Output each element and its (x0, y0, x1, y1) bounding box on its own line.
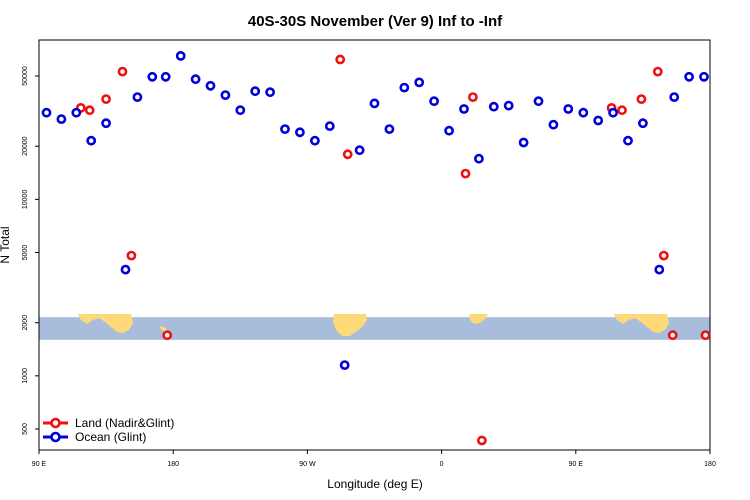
ocean-point-40 (638, 118, 648, 129)
land-australia (78, 314, 133, 333)
ocean-point-7 (147, 71, 158, 82)
ocean-band (39, 317, 710, 340)
ocean-point-30 (488, 101, 499, 112)
y-tick-label-3: 5000 (22, 245, 29, 261)
ocean-point-2 (71, 107, 82, 118)
land-africa (469, 314, 488, 324)
legend-item-land: Land (Nadir&Glint) (43, 416, 174, 430)
land-point-15 (658, 250, 669, 261)
land-south-america (333, 314, 367, 336)
ocean-point-41 (654, 264, 665, 275)
legend: Land (Nadir&Glint) Ocean (Glint) (43, 416, 174, 444)
ocean-point-8 (160, 71, 171, 82)
ocean-point-26 (429, 96, 439, 107)
legend-item-ocean: Ocean (Glint) (43, 430, 146, 444)
ocean-point-36 (578, 107, 589, 118)
data-points (41, 51, 710, 446)
y-tick-label-4: 10000 (22, 190, 29, 210)
ocean-point-5 (120, 264, 131, 275)
x-tick-label-3: 0 (440, 461, 444, 468)
ocean-point-21 (354, 145, 365, 156)
chart-title: 40S-30S November (Ver 9) Inf to -Inf (248, 13, 503, 30)
ocean-point-39 (623, 135, 633, 146)
y-axis-label: N Total (0, 226, 12, 263)
x-tick-label-0: 90 E (32, 461, 47, 468)
ocean-point-22 (369, 98, 380, 109)
ocean-point-16 (280, 124, 290, 135)
x-axis-label: Longitude (deg E) (327, 477, 422, 491)
x-axis: 90 E 180 90 W 0 90 E 180 (32, 450, 716, 468)
ocean-point-15 (265, 87, 275, 98)
ocean-point-9 (175, 51, 186, 61)
ocean-point-3 (86, 135, 97, 146)
legend-swatch-ocean-marker (50, 431, 61, 443)
land-point-4 (126, 250, 137, 261)
ocean-point-38 (608, 107, 618, 118)
ocean-point-44 (699, 71, 709, 82)
ocean-point-34 (548, 119, 559, 130)
land-point-9 (467, 92, 478, 102)
land-point-10 (476, 435, 487, 446)
ocean-point-42 (669, 92, 680, 102)
x-tick-label-1: 180 (167, 461, 179, 468)
land-point-2 (101, 94, 111, 104)
x-tick-label-2: 90 W (299, 461, 316, 468)
ocean-point-0 (41, 107, 52, 118)
ocean-point-25 (414, 77, 425, 88)
land-point-16 (667, 330, 678, 341)
ocean-point-13 (235, 105, 246, 116)
ocean-point-11 (205, 80, 216, 91)
land-australia-repeat (614, 314, 669, 333)
y-axis: 500 1000 2000 5000 10000 20000 50000 (22, 66, 39, 435)
x-tick-label-4: 90 E (569, 461, 584, 468)
land-point-7 (342, 149, 353, 160)
world-map-strip (39, 314, 710, 340)
ocean-point-29 (473, 153, 484, 164)
ocean-point-14 (250, 86, 261, 97)
land-point-1 (84, 105, 95, 116)
ocean-point-18 (309, 135, 320, 146)
ocean-point-4 (101, 118, 111, 129)
y-tick-label-6: 50000 (22, 66, 29, 86)
land-point-13 (636, 94, 647, 104)
ocean-point-32 (518, 137, 529, 148)
ocean-point-33 (533, 96, 544, 107)
ocean-point-6 (132, 92, 143, 102)
ocean-point-10 (190, 74, 201, 85)
ocean-point-12 (220, 90, 231, 100)
ocean-point-24 (399, 82, 410, 93)
land-point-14 (652, 66, 663, 77)
ocean-point-37 (593, 115, 604, 126)
ocean-point-27 (444, 125, 454, 136)
land-point-8 (460, 168, 471, 179)
ocean-point-19 (324, 121, 335, 131)
ocean-point-20 (339, 360, 350, 370)
land-point-6 (335, 54, 346, 65)
plot-frame (38, 39, 711, 451)
land-point-3 (117, 66, 128, 77)
y-tick-label-5: 20000 (22, 136, 29, 156)
legend-swatch-land-marker (50, 417, 61, 429)
ocean-point-1 (56, 114, 67, 124)
y-tick-label-1: 1000 (22, 368, 29, 384)
y-tick-label-0: 500 (22, 423, 29, 435)
ocean-point-43 (684, 71, 694, 82)
ocean-point-17 (294, 127, 305, 138)
legend-label-ocean: Ocean (Glint) (75, 430, 146, 444)
x-tick-label-5: 180 (704, 461, 716, 468)
legend-label-land: Land (Nadir&Glint) (75, 416, 174, 430)
ocean-point-31 (503, 100, 514, 111)
ocean-point-28 (459, 104, 469, 114)
ocean-point-35 (563, 104, 574, 114)
y-tick-label-2: 2000 (22, 315, 29, 331)
land-point-5 (162, 330, 173, 341)
land-point-17 (700, 330, 710, 341)
ocean-point-23 (384, 124, 395, 135)
land-point-12 (617, 105, 627, 116)
